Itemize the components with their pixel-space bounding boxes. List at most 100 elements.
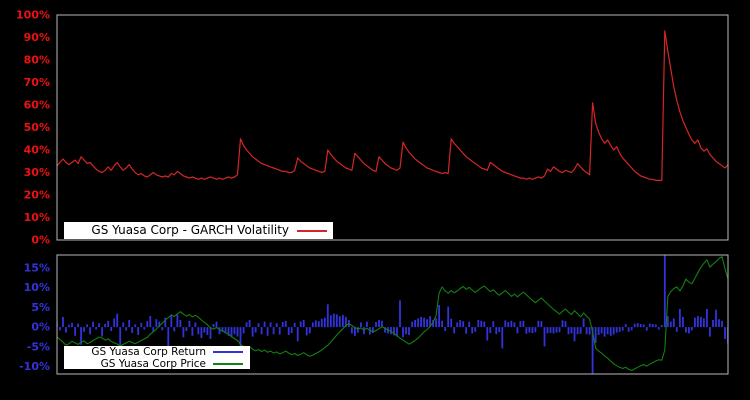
return-bar (83, 327, 85, 332)
y-tick-label-returns: 10% (24, 281, 50, 294)
return-bar (534, 327, 537, 333)
return-bar (393, 327, 395, 336)
return-bar (540, 321, 543, 328)
return-bar (161, 327, 164, 331)
return-bar (621, 327, 624, 331)
y-tick-label-volatility: 80% (24, 54, 50, 67)
return-bar (125, 327, 128, 331)
return-bar (212, 324, 215, 328)
return-bar (694, 317, 696, 328)
return-bar (143, 327, 146, 330)
return-bar (700, 316, 702, 328)
return-bar (703, 318, 705, 328)
return-bar (221, 327, 224, 332)
return-bar (390, 327, 392, 335)
return-bar (378, 320, 380, 328)
return-bar (305, 327, 308, 336)
return-bar (510, 320, 513, 328)
return-bar (450, 318, 453, 328)
return-bar (203, 327, 206, 333)
return-bar (140, 322, 143, 328)
return-bar (98, 323, 100, 328)
return-bar (492, 321, 495, 328)
return-bar (489, 327, 492, 333)
return-bar (654, 324, 657, 328)
return-bar (158, 321, 161, 328)
return-bar (302, 320, 305, 328)
return-bar (92, 321, 94, 328)
return-bar (107, 320, 110, 328)
return-bar (263, 321, 266, 328)
return-bar (134, 324, 137, 328)
return-bar (308, 327, 311, 334)
y-tick-label-volatility: 70% (24, 76, 50, 89)
return-bar (648, 323, 651, 328)
return-bar (660, 325, 663, 328)
return-bar (95, 327, 97, 330)
y-tick-label-volatility: 10% (24, 211, 50, 224)
return-bar (462, 321, 465, 328)
return-bar (459, 320, 462, 328)
return-bar (564, 321, 567, 328)
return-bar (465, 327, 468, 334)
price-legend-label: GS Yuasa Corp Price (100, 358, 206, 370)
return-bar (342, 314, 344, 328)
return-bar (600, 327, 603, 334)
return-bar (507, 322, 510, 328)
return-bar (468, 321, 471, 328)
return-bar (281, 322, 284, 328)
return-bar (311, 322, 314, 328)
y-tick-label-volatility: 20% (24, 189, 50, 202)
return-bar (80, 327, 82, 345)
price-line-swatch (213, 363, 243, 365)
return-bar (712, 320, 714, 328)
return-bar (284, 320, 287, 328)
return-bar (254, 327, 257, 333)
return-bar (570, 327, 573, 334)
return-bar (170, 315, 173, 328)
return-bar (354, 327, 356, 336)
return-bar (429, 316, 431, 328)
y-tick-label-volatility: 60% (24, 99, 50, 112)
return-bar (721, 320, 723, 328)
return-bar (636, 323, 639, 328)
return-bar (585, 327, 588, 335)
return-bar (675, 327, 678, 332)
return-bar (609, 327, 612, 336)
return-bar (272, 327, 275, 335)
return-bar (233, 327, 236, 335)
return-bar (384, 327, 386, 333)
return-bar (657, 327, 660, 330)
price-line (57, 256, 728, 372)
return-bar (179, 320, 182, 328)
return-bar (182, 327, 185, 338)
return-bar (633, 323, 636, 328)
return-bar (594, 327, 597, 343)
return-bar (498, 327, 501, 333)
return-bar (155, 319, 158, 328)
return-bar (77, 323, 79, 328)
return-bar (176, 314, 179, 328)
return-bar (149, 316, 152, 328)
return-bar (345, 316, 347, 328)
return-bar (71, 322, 73, 328)
y-tick-label-returns: -10% (19, 360, 50, 373)
return-bar (474, 327, 477, 332)
return-bar (245, 322, 248, 328)
return-bar (480, 320, 483, 328)
return-bar (666, 316, 669, 328)
return-bar (724, 327, 726, 339)
return-bar (185, 327, 188, 331)
return-bar (128, 320, 131, 328)
panel-border-top (56, 14, 729, 241)
return-bar (89, 327, 91, 335)
return-bar (293, 322, 296, 328)
return-bar (62, 316, 64, 328)
return-bar (546, 327, 549, 334)
return-bar (525, 327, 528, 334)
return-bar (236, 327, 239, 337)
return-bar (86, 324, 88, 328)
return-bar (248, 320, 251, 328)
return-bar (573, 327, 576, 342)
